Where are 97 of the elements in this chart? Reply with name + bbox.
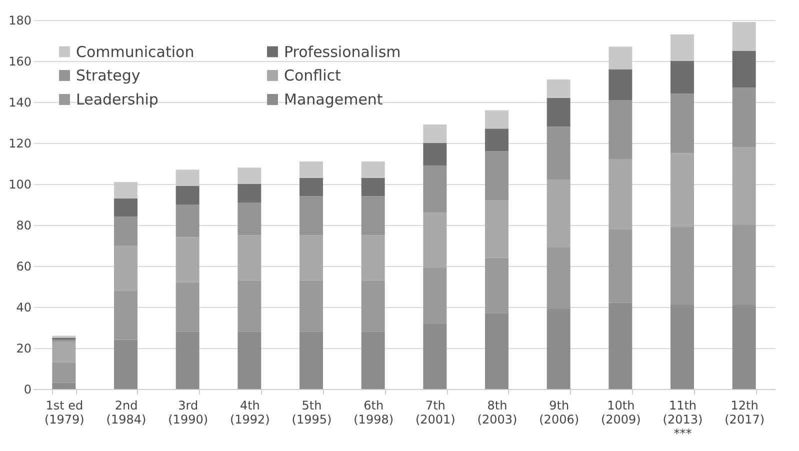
bar (300, 178, 323, 196)
bar (52, 362, 76, 383)
bar (176, 170, 200, 186)
bar (176, 186, 200, 204)
y-tick-label: 80 (16, 218, 32, 232)
bar (423, 268, 447, 324)
bar (114, 340, 138, 389)
bar (670, 304, 694, 389)
bar (238, 332, 262, 389)
x-tick-label: 5th (1995) (292, 398, 332, 426)
bar (423, 212, 447, 268)
bar (176, 332, 200, 389)
x-tick-label: 4th (1992) (230, 398, 270, 426)
bar (485, 151, 508, 200)
bar (423, 124, 447, 143)
bar (546, 98, 570, 127)
bar (485, 200, 508, 258)
legend-label: Professionalism (284, 42, 401, 61)
bar (732, 22, 756, 51)
bar (52, 382, 76, 389)
y-tick-label: 100 (8, 178, 32, 192)
bar (300, 161, 323, 178)
bar (546, 126, 570, 180)
bar (608, 159, 632, 230)
bar (485, 313, 508, 389)
bar (732, 147, 756, 225)
bar (300, 280, 323, 332)
legend-label: Strategy (76, 66, 140, 84)
bar (52, 342, 76, 362)
bar (300, 235, 323, 280)
x-tick-label: 9th (2006) (539, 398, 580, 426)
y-tick-label: 180 (8, 14, 32, 28)
x-tick-label: 1st ed (1979) (44, 398, 84, 426)
bar (670, 34, 694, 61)
bar (300, 196, 323, 236)
x-tick-label: 2nd (1984) (106, 398, 146, 426)
x-tick-label: 11th (2013) *** (662, 398, 703, 440)
bar (238, 280, 262, 332)
bar (670, 153, 694, 228)
y-tick-label: 120 (8, 136, 32, 150)
bar (423, 323, 447, 389)
bar (732, 50, 756, 88)
bar (670, 94, 694, 154)
bar (423, 166, 447, 213)
bar (114, 182, 138, 198)
bar (238, 184, 262, 202)
bar (361, 178, 385, 196)
bar (176, 204, 200, 238)
bar (608, 100, 632, 160)
bar (546, 248, 570, 310)
bar (546, 309, 570, 389)
y-tick-label: 40 (16, 300, 32, 314)
legend-label: Management (284, 90, 383, 108)
bar (732, 225, 756, 305)
bar (423, 143, 447, 166)
bar (732, 304, 756, 389)
y-tick-label: 0 (24, 382, 32, 396)
bar (114, 246, 138, 291)
y-tick-label: 140 (8, 96, 32, 110)
bar (361, 235, 385, 280)
bar (670, 227, 694, 305)
x-tick-label: 6th (1998) (354, 398, 394, 426)
x-tick-label: 7th (2001) (415, 398, 456, 426)
bar (485, 258, 508, 314)
bar (361, 332, 385, 389)
bar (176, 282, 200, 332)
bar (361, 280, 385, 332)
y-tick-label: 20 (16, 342, 32, 356)
bar (176, 237, 200, 282)
bar (361, 161, 385, 178)
bar (238, 235, 262, 280)
bar (546, 180, 570, 248)
bar (670, 61, 694, 94)
bar (114, 290, 138, 340)
bar (114, 198, 138, 217)
x-tick-label: 8th (2003) (477, 398, 518, 426)
x-tick-label: 3rd (1990) (168, 398, 208, 426)
x-tick-label: 10th (2009) (600, 398, 641, 426)
bar (608, 69, 632, 100)
bar (546, 79, 570, 98)
bar (114, 216, 138, 246)
y-tick-label: 60 (16, 260, 32, 274)
bar (238, 168, 262, 184)
legend-label: Leadership (76, 90, 158, 108)
legend-label: Communication (76, 42, 194, 61)
bar (608, 302, 632, 389)
legend-label: Conflict (284, 66, 342, 84)
bar (485, 128, 508, 152)
x-tick-label: 12th (2017) (724, 398, 765, 426)
bar (732, 88, 756, 148)
bar (608, 46, 632, 70)
bar (300, 332, 323, 389)
bar (485, 110, 508, 129)
bar (238, 202, 262, 236)
y-tick-label: 160 (8, 54, 32, 68)
bar (608, 229, 632, 303)
bar (361, 196, 385, 236)
